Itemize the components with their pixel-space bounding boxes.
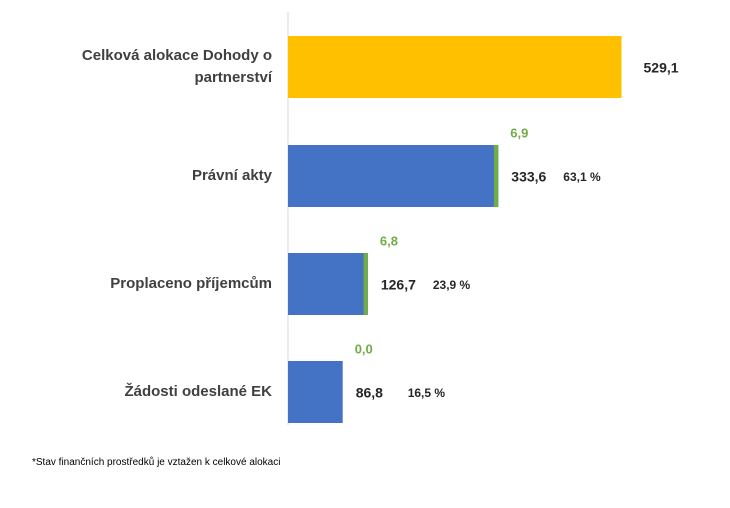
category-label: Proplaceno příjemcům xyxy=(110,275,272,292)
value-label: 333,6 xyxy=(511,169,546,185)
footnote: *Stav finančních prostředků je vztažen k… xyxy=(32,457,281,468)
bar xyxy=(288,36,622,98)
increment-label: 6,8 xyxy=(380,233,398,248)
category-label: Žádosti odeslané EK xyxy=(124,383,272,400)
increment-bar xyxy=(493,145,499,207)
percent-label: 16,5 % xyxy=(408,386,446,400)
increment-bar xyxy=(363,253,368,315)
percent-label: 63,1 % xyxy=(563,170,601,184)
bar xyxy=(288,145,499,207)
category-label: Právní akty xyxy=(191,167,272,184)
value-label: 126,7 xyxy=(381,277,416,293)
increment-label: 6,9 xyxy=(510,125,528,140)
percent-label: 23,9 % xyxy=(433,278,471,292)
bar xyxy=(288,253,368,315)
bar xyxy=(288,361,343,423)
category-label: Celková alokace Dohody o partnerství xyxy=(81,47,272,86)
increment-label: 0,0 xyxy=(355,341,373,356)
value-label: 529,1 xyxy=(644,60,679,76)
value-label: 86,8 xyxy=(356,385,383,401)
